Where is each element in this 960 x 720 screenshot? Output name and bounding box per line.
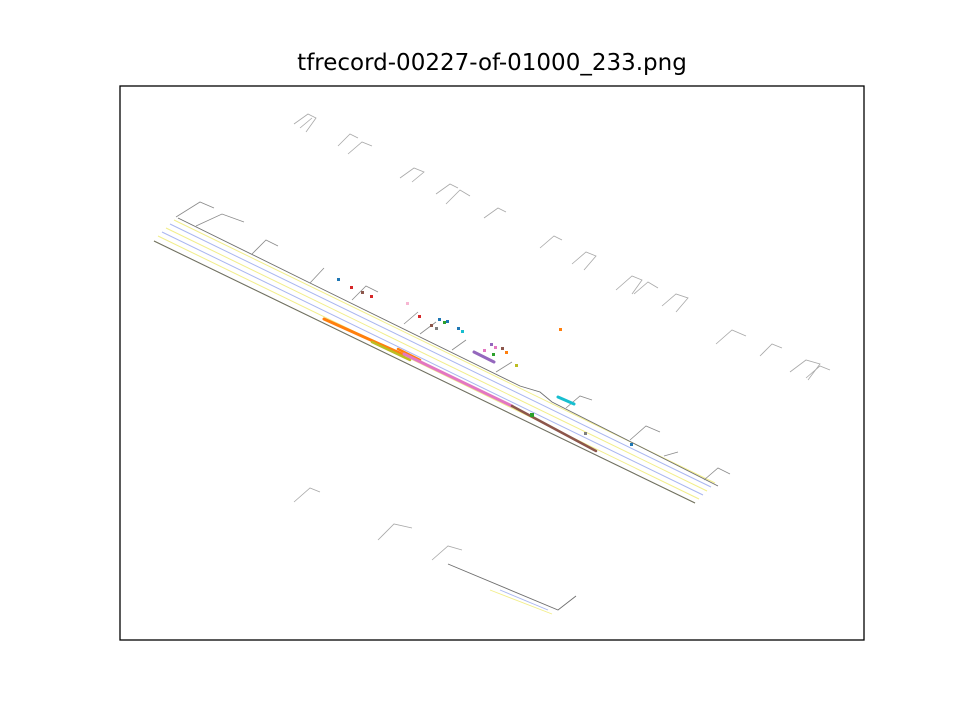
trajectory-pink [402, 352, 514, 408]
agent-markers [337, 278, 633, 446]
curb-stubs [175, 201, 731, 481]
side-road [447, 563, 577, 615]
trajectory-olive [370, 340, 412, 362]
trajectory-brown [510, 404, 598, 453]
plot-frame [119, 85, 865, 641]
trajectory-orange-2 [396, 347, 422, 362]
trajectory-purple [472, 350, 496, 364]
road-edges [153, 217, 719, 504]
trajectory-cyan [556, 395, 576, 406]
trajectory-orange [322, 317, 406, 357]
crosswalk-marks [293, 113, 831, 561]
figure-title: tfrecord-00227-of-01000_233.png [297, 50, 687, 76]
lane-lines [153, 219, 716, 504]
agent-trajectories [322, 317, 598, 453]
